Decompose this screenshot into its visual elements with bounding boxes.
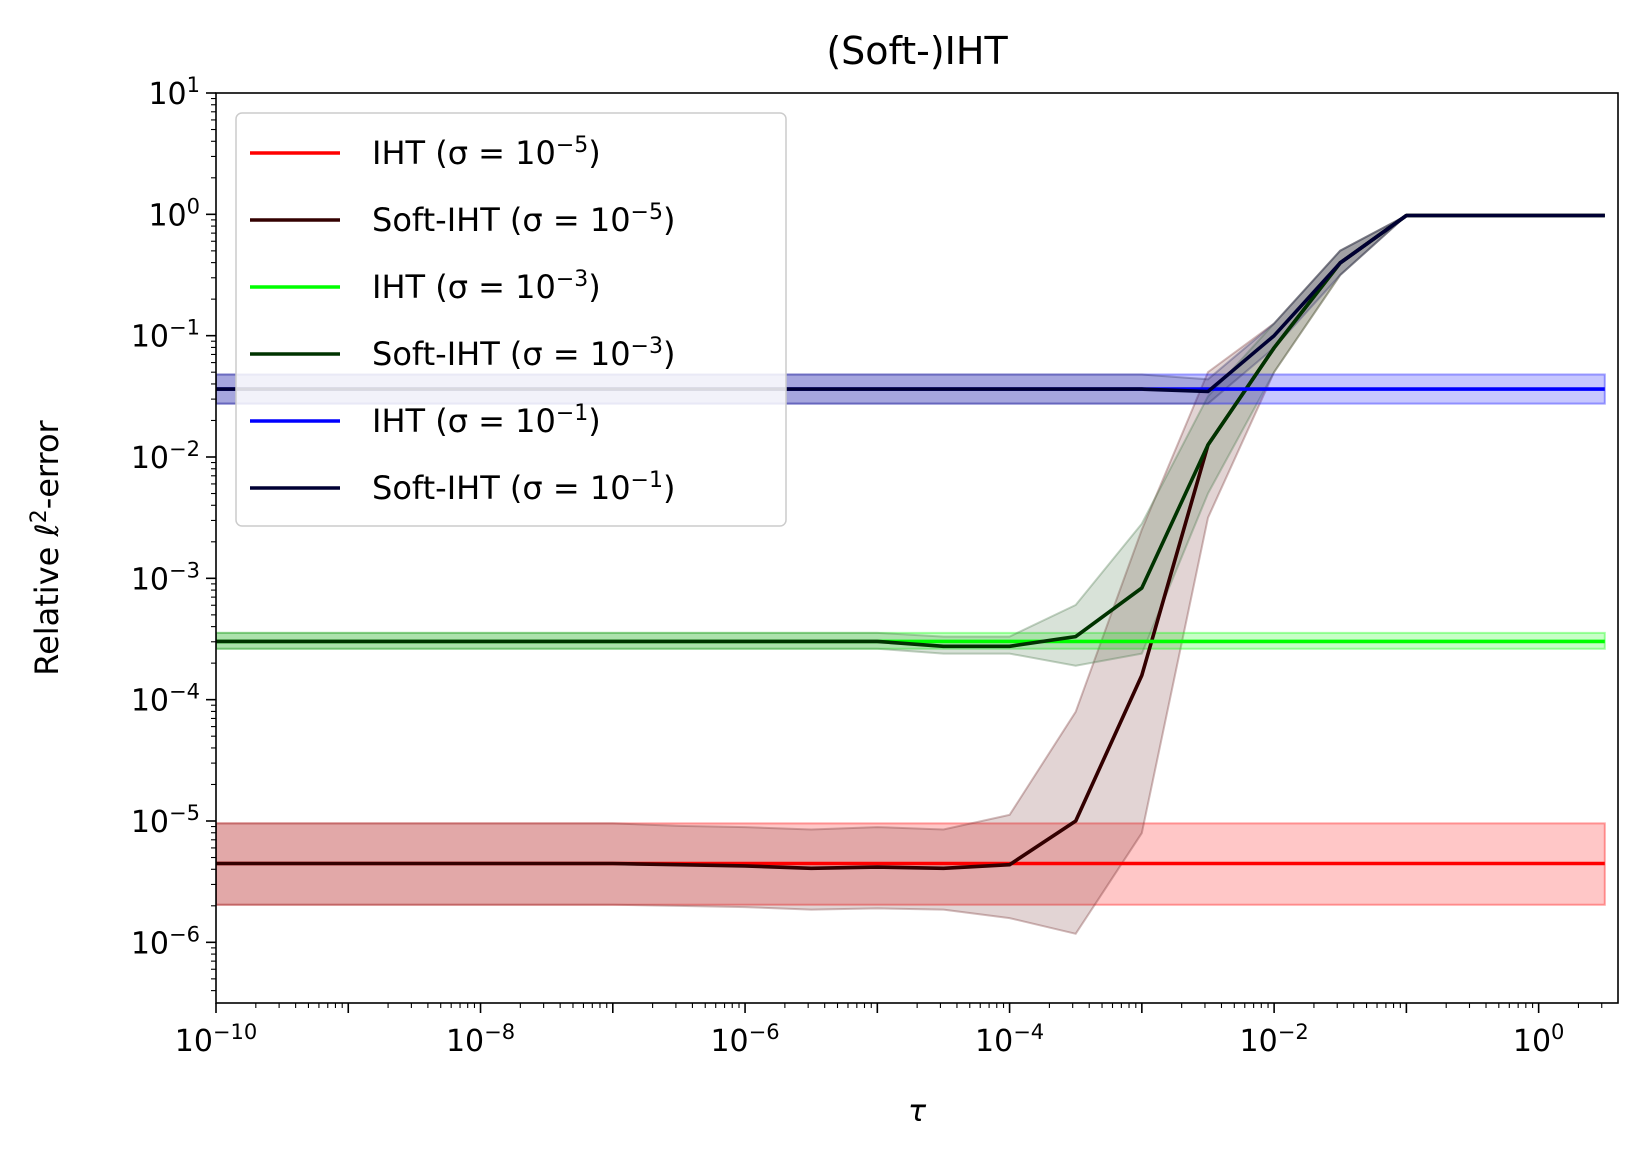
x-tick-label: 100: [1513, 1020, 1565, 1059]
legend-label-exp: −3: [556, 267, 588, 292]
legend-label-text: IHT (σ = 10: [372, 402, 556, 440]
legend-label-close: ): [663, 469, 675, 507]
y-axis-label-sup: 2: [27, 509, 52, 523]
x-axis: 10−10 10−8 10−6 10−4 10−2 100: [175, 1003, 1603, 1059]
x-tick-label-base: 10: [710, 1024, 748, 1059]
y-tick-label-exp: −6: [169, 922, 200, 946]
legend-label: IHT (σ = 10−3): [372, 267, 601, 307]
y-tick-label: 10−1: [131, 316, 200, 355]
y-tick-label-base: 10: [131, 805, 169, 840]
x-tick-label-base: 10: [175, 1024, 213, 1059]
y-tick-label-exp: −3: [169, 558, 200, 582]
y-tick-label-base: 10: [131, 320, 169, 355]
legend: IHT (σ = 10−5)Soft-IHT (σ = 10−5)IHT (σ …: [235, 112, 787, 527]
x-tick-label-exp: −2: [1278, 1020, 1309, 1044]
x-tick-label: 10−10: [175, 1020, 258, 1059]
y-tick-label-exp: 1: [187, 73, 200, 97]
x-tick-label-exp: 0: [1551, 1020, 1564, 1044]
y-tick-label-exp: 0: [187, 194, 200, 218]
legend-label: IHT (σ = 10−5): [372, 133, 601, 173]
y-tick-label-base: 10: [131, 441, 169, 476]
legend-label-text: Soft-IHT (σ = 10: [372, 335, 631, 373]
y-tick-label: 101: [148, 73, 200, 112]
legend-label-text: Soft-IHT (σ = 10: [372, 201, 631, 239]
y-axis-label-suffix: -error: [28, 419, 66, 509]
legend-label-exp: −1: [556, 401, 588, 426]
x-tick-label-exp: −8: [484, 1020, 515, 1044]
legend-label-close: ): [588, 402, 600, 440]
y-axis-label: Relative ℓ2-error: [27, 419, 67, 675]
legend-label-text: IHT (σ = 10: [372, 268, 556, 306]
x-tick-label-base: 10: [975, 1024, 1013, 1059]
legend-label-close: ): [588, 268, 600, 306]
y-tick-label: 100: [148, 194, 200, 233]
y-tick-label-base: 10: [131, 562, 169, 597]
x-tick-label: 10−6: [710, 1020, 779, 1059]
legend-label-close: ): [588, 134, 600, 172]
x-tick-label-base: 10: [446, 1024, 484, 1059]
legend-label-close: ): [663, 335, 675, 373]
x-tick-label: 10−4: [975, 1020, 1044, 1059]
legend-label-exp: −5: [556, 133, 588, 158]
x-axis-label: τ: [908, 1094, 927, 1129]
y-tick-label: 10−6: [131, 922, 200, 961]
x-tick-label: 10−8: [446, 1020, 515, 1059]
y-tick-label-base: 10: [148, 77, 186, 112]
legend-label-text: IHT (σ = 10: [372, 134, 556, 172]
legend-label-exp: −1: [631, 468, 663, 493]
chart-title: (Soft-)IHT: [826, 29, 1008, 73]
legend-label: Soft-IHT (σ = 10−5): [372, 200, 675, 240]
legend-label-exp: −3: [631, 334, 663, 359]
x-tick-label-base: 10: [1240, 1024, 1278, 1059]
y-tick-label: 10−4: [131, 680, 200, 719]
y-tick-label: 10−3: [131, 558, 200, 597]
x-tick-label-exp: −10: [213, 1020, 257, 1044]
legend-label-exp: −5: [631, 200, 663, 225]
y-axis-label-prefix: Relative ℓ: [28, 523, 66, 675]
x-tick-label-exp: −6: [749, 1020, 780, 1044]
y-tick-label-base: 10: [131, 684, 169, 719]
x-tick-label: 10−2: [1240, 1020, 1309, 1059]
y-tick-label-base: 10: [148, 198, 186, 233]
y-tick-label-exp: −4: [169, 680, 200, 704]
legend-label: IHT (σ = 10−1): [372, 401, 601, 441]
y-tick-label-base: 10: [131, 926, 169, 961]
legend-label-close: ): [663, 201, 675, 239]
legend-label: Soft-IHT (σ = 10−1): [372, 468, 675, 508]
y-tick-label-exp: −5: [169, 801, 200, 825]
legend-box: [235, 112, 787, 527]
legend-label: Soft-IHT (σ = 10−3): [372, 334, 675, 374]
x-tick-label-exp: −4: [1013, 1020, 1044, 1044]
y-tick-label-exp: −1: [169, 316, 200, 340]
legend-label-text: Soft-IHT (σ = 10: [372, 469, 631, 507]
y-tick-label: 10−2: [131, 437, 200, 476]
y-tick-label: 10−5: [131, 801, 200, 840]
x-tick-label-base: 10: [1513, 1024, 1551, 1059]
y-tick-label-exp: −2: [169, 437, 200, 461]
